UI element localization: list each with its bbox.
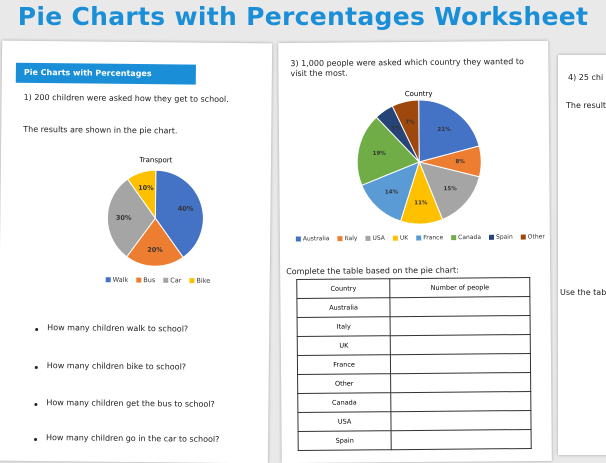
legend-swatch xyxy=(365,235,371,241)
country-cell: France xyxy=(297,354,391,375)
intro: The results are shown in the pie chart. xyxy=(23,124,178,136)
pie-chart: Transport 40% 20% 30% 10% Walk Bus Car Bike xyxy=(105,156,210,285)
legend-swatch xyxy=(295,236,301,242)
legend-swatch xyxy=(189,278,195,284)
table: Country Number of people Australia Italy UK F… xyxy=(296,277,532,451)
legend-label: Bike xyxy=(196,277,210,285)
bullet xyxy=(35,327,39,331)
answer-cell xyxy=(390,315,531,336)
legend-label: Other xyxy=(528,233,546,240)
text: The results xyxy=(566,101,606,110)
country-cell: Italy xyxy=(297,316,391,337)
legend-label: Australia xyxy=(303,235,330,242)
slice-label: 21% xyxy=(437,127,451,133)
pie-slice xyxy=(126,169,157,220)
table-row: Canada xyxy=(297,391,531,413)
header-cell: Number of people xyxy=(389,277,530,298)
slice-label: 19% xyxy=(373,151,387,157)
slice-label: 7% xyxy=(405,120,415,126)
legend-label: Italy xyxy=(344,235,358,242)
country-cell: Spain xyxy=(298,430,392,451)
legend-label: Walk xyxy=(113,276,129,284)
slice-label: 40% xyxy=(178,205,194,213)
right-page: 3) 1,000 people were asked which country… xyxy=(278,40,552,463)
instruction: Complete the table based on the pie char… xyxy=(286,265,459,277)
table-row: Australia xyxy=(296,296,531,318)
answer-cell xyxy=(390,296,531,317)
third-page: 4) 25 chi The results Use the tabl xyxy=(558,55,606,455)
table-row: Italy xyxy=(297,315,531,337)
legend-label: Bus xyxy=(143,276,156,284)
pie-slice xyxy=(126,217,184,267)
pie-slice xyxy=(356,116,421,186)
legend-swatch xyxy=(488,234,495,240)
table-row: USA xyxy=(297,410,532,432)
table-row: France xyxy=(297,353,531,375)
table-row: UK xyxy=(297,334,531,356)
slice-label: 11% xyxy=(414,200,428,206)
answer-cell xyxy=(390,372,531,393)
bullet-text: How many children bike to school? xyxy=(46,361,187,372)
question: 1) 200 children were asked how they get … xyxy=(23,92,229,104)
country-cell: USA xyxy=(297,411,392,432)
slice-label: 10% xyxy=(138,184,154,192)
legend-label: Spain xyxy=(496,234,513,241)
answer-cell xyxy=(390,334,531,355)
country-cell: Other xyxy=(297,373,391,394)
text: Use the tabl xyxy=(560,288,606,297)
answer-cell xyxy=(391,410,532,431)
legend-swatch xyxy=(520,234,526,240)
slice-label: 8% xyxy=(455,159,465,165)
pie-slice xyxy=(106,178,156,258)
pie-slice xyxy=(391,99,420,163)
pie-slice xyxy=(418,161,481,221)
legend-label: UK xyxy=(400,235,409,242)
country-cell: UK xyxy=(297,335,391,356)
bullet-text: How many children go in the car to schoo… xyxy=(46,433,220,444)
pie-chart: Country 21% 8% 15% 11% 14% 19% 5% 7% Australia Ita… xyxy=(295,90,546,242)
chart-title: Country xyxy=(405,90,433,98)
country-cell: Canada xyxy=(297,392,392,413)
pie-slice xyxy=(154,169,204,259)
pie-slice xyxy=(418,99,480,163)
legend-swatch xyxy=(136,277,142,283)
legend-label: Car xyxy=(170,276,182,284)
legend-label: Canada xyxy=(458,234,481,241)
legend-swatch xyxy=(416,235,422,241)
table-row: Other xyxy=(297,372,531,394)
country-cell: Australia xyxy=(296,297,391,318)
slice-label: 15% xyxy=(444,186,458,192)
bullet xyxy=(34,437,38,441)
legend-swatch xyxy=(392,235,398,241)
slice-label: 14% xyxy=(385,189,399,195)
slice-label: 30% xyxy=(116,214,132,222)
legend-swatch xyxy=(105,277,111,283)
slice-label: 20% xyxy=(147,246,163,254)
header-cell: Country xyxy=(296,278,391,299)
table-row: Spain xyxy=(298,429,532,451)
question: 3) 1,000 people were asked which country… xyxy=(290,57,524,79)
slice-label: 5% xyxy=(391,126,401,132)
legend-swatch xyxy=(451,235,457,241)
legend-swatch xyxy=(337,236,343,242)
pie-slice xyxy=(361,161,421,222)
banner: Pie Charts with Percentages xyxy=(15,62,196,85)
bullet xyxy=(34,365,38,369)
chart-title: Transport xyxy=(138,156,172,164)
bullet xyxy=(34,402,38,406)
bullet-text: How many children get the bus to school? xyxy=(46,398,215,409)
bullet-text: How many children walk to school? xyxy=(47,323,189,334)
answer-cell xyxy=(390,391,531,412)
title: Pie Charts with Percentages Worksheet xyxy=(17,2,589,31)
answer-cell xyxy=(390,353,531,374)
legend-label: USA xyxy=(372,235,385,242)
answer-cell xyxy=(391,429,532,450)
legend-label: France xyxy=(423,234,443,241)
text: 4) 25 chi xyxy=(568,73,604,82)
left-page: Pie Charts with Percentages 1) 200 child… xyxy=(0,40,273,463)
legend-swatch xyxy=(163,277,169,283)
table-header: Country Number of people xyxy=(296,277,530,299)
